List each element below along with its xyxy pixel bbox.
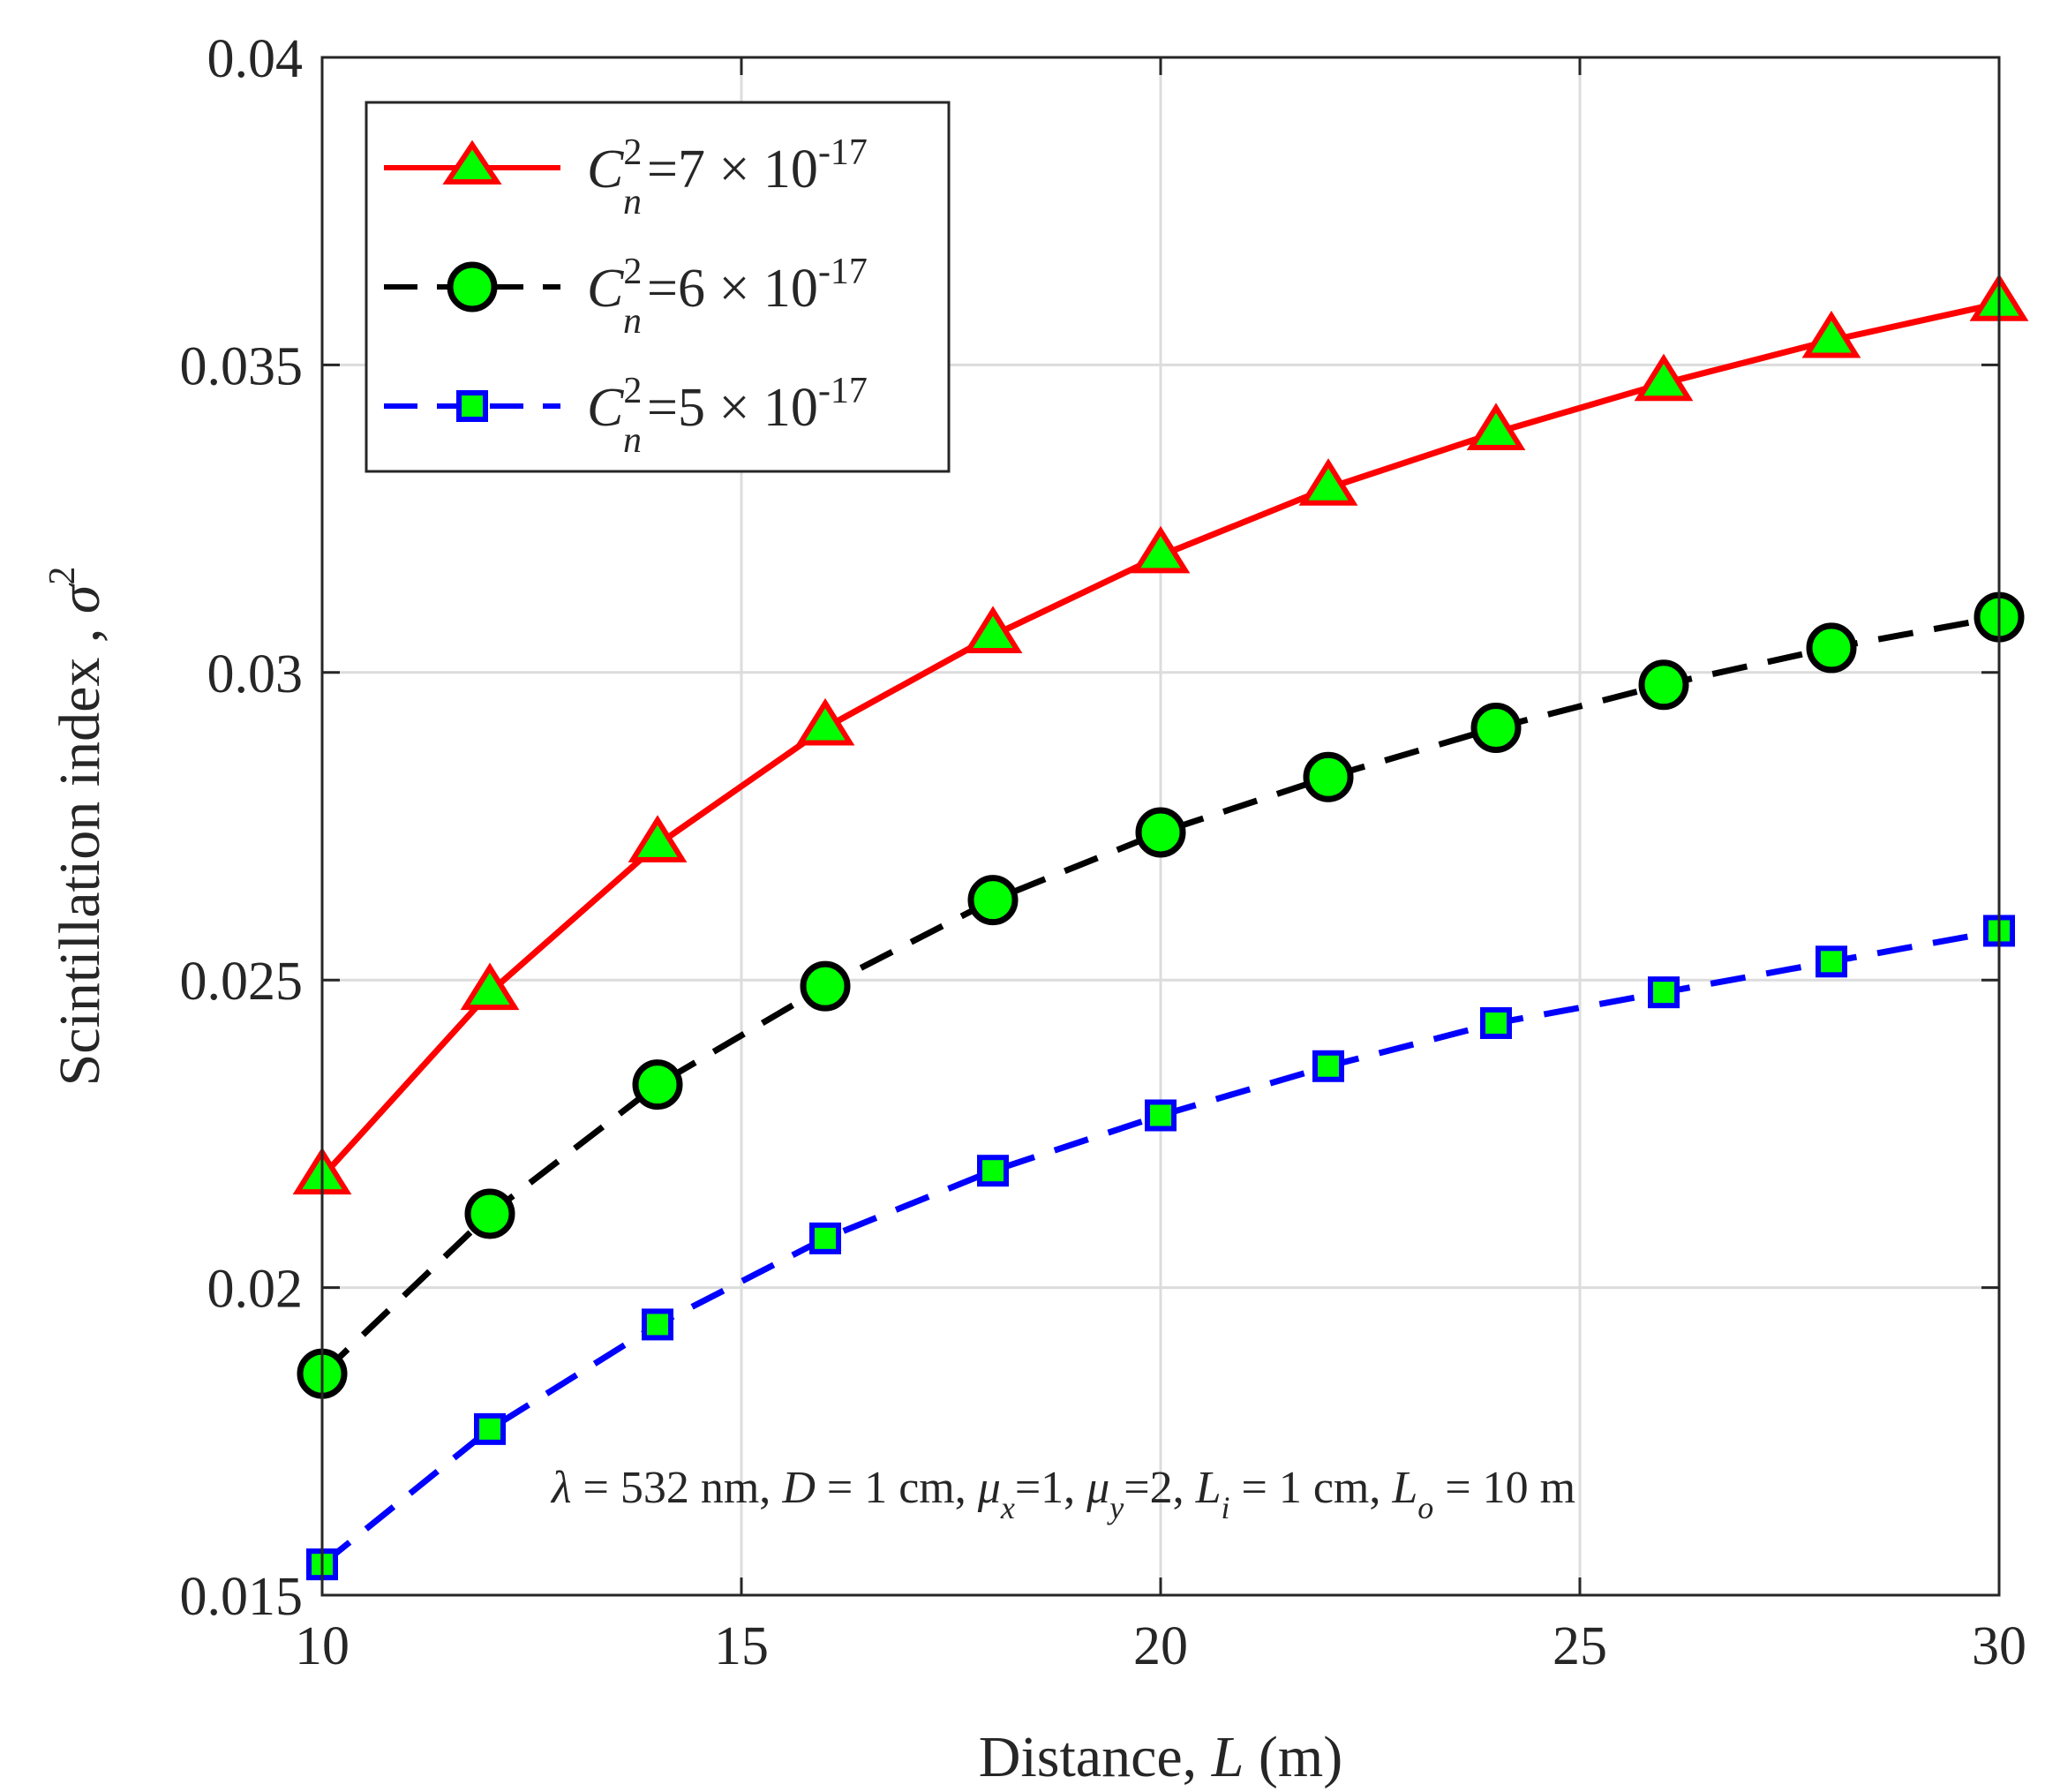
legend-label-1-exp: -17	[818, 132, 868, 173]
y-tick-label: 0.03	[207, 644, 304, 704]
data-point-triangle	[1466, 403, 1526, 451]
legend-label-3: C2 n=5 × 10-17	[587, 371, 868, 461]
annot-p5: = 1 cm,	[1230, 1463, 1393, 1513]
legend-entry-3: C2 n=5 × 10-17	[384, 371, 868, 461]
data-point-square	[474, 1412, 506, 1445]
data-point-triangle	[1634, 353, 1694, 402]
data-point-square	[642, 1308, 673, 1341]
legend-label-1-sub: n	[623, 182, 642, 222]
legend-label-3-exp: -17	[818, 371, 868, 411]
annot-d: D	[781, 1463, 816, 1513]
data-point-square	[1648, 976, 1680, 1009]
data-point-triangle	[1801, 310, 1861, 358]
data-point-circle	[464, 1188, 515, 1239]
y-axis-title-symbol: σ	[48, 583, 112, 614]
legend-label-1-c: C	[587, 139, 624, 200]
legend-label-1-sup: 2	[623, 132, 642, 173]
axis-ticks: 10 15 20 25 30 0.015 0.02 0.025 0.03 0.035 0.04	[180, 29, 2027, 1676]
y-tick-label: 0.02	[207, 1260, 304, 1320]
data-point-square	[1312, 1050, 1344, 1082]
legend-label-3-c: C	[587, 378, 624, 438]
data-point-circle	[1806, 622, 1857, 674]
x-axis-title: Distance, L (m)	[979, 1725, 1342, 1789]
legend-label-2-mid: =6 × 10	[647, 259, 818, 319]
data-point-triangle	[628, 815, 688, 862]
legend-label-1-mid: =7 × 10	[647, 139, 818, 200]
x-axis-title-var: L	[1211, 1725, 1244, 1789]
y-tick-label: 0.015	[180, 1567, 304, 1627]
y-axis-title: Scintillation index , σ2	[42, 567, 112, 1087]
legend-label-2-sub: n	[623, 301, 642, 342]
y-tick-label: 0.025	[180, 952, 304, 1012]
y-tick-label: 0.04	[207, 29, 304, 89]
data-point-circle	[1470, 703, 1522, 754]
data-point-circle	[800, 960, 851, 1012]
x-tick-label: 10	[295, 1616, 350, 1676]
legend-marker-circle	[447, 261, 498, 312]
annot-mu-y: μ	[1086, 1463, 1109, 1513]
x-tick-label: 30	[1972, 1616, 2026, 1676]
series-1	[292, 274, 2029, 1195]
series-line-3	[320, 928, 2000, 1567]
annot-sub-y: y	[1107, 1490, 1124, 1525]
legend-entry-1: C2 n=7 × 10-17	[384, 132, 868, 222]
annot-p3: =1,	[1015, 1463, 1086, 1513]
data-point-square	[977, 1155, 1009, 1187]
annot-l-i: L	[1195, 1463, 1222, 1513]
data-point-triangle	[1298, 458, 1358, 506]
parameters-annotation: λ = 532 nm, D = 1 cm, μx=1, μy=2, Li = 1…	[550, 1463, 1575, 1525]
legend-label-2-c: C	[587, 259, 624, 319]
data-point-triangle	[963, 606, 1023, 653]
legend-label-2: C2 n=6 × 10-17	[587, 252, 868, 342]
data-point-circle	[632, 1059, 683, 1111]
y-axis-title-sup: 2	[42, 567, 83, 585]
data-point-square	[809, 1222, 841, 1254]
annot-sub-i: i	[1222, 1490, 1230, 1525]
x-tick-label: 25	[1553, 1616, 1607, 1676]
data-point-square	[1480, 1006, 1512, 1039]
annot-mu-x: μ	[977, 1463, 1001, 1513]
data-point-square	[1816, 945, 1847, 978]
x-tick-label: 15	[714, 1616, 769, 1676]
data-point-triangle	[460, 962, 520, 1011]
legend: C2 n=7 × 10-17 C2 n=6 × 10-17 C2 n=5 × 10-1…	[365, 101, 951, 473]
x-axis-title-text: Distance,	[979, 1725, 1212, 1789]
data-point-triangle	[1131, 525, 1191, 574]
series-line-2	[320, 614, 2000, 1376]
legend-label-1: C2 n=7 × 10-17	[587, 132, 868, 222]
annot-sub-o: o	[1417, 1490, 1433, 1525]
y-axis-title-text: Scintillation index ,	[48, 614, 112, 1086]
data-point-circle	[1135, 807, 1186, 858]
legend-label-2-exp: -17	[818, 252, 868, 292]
annot-lambda: λ	[550, 1463, 572, 1513]
data-point-circle	[1638, 659, 1689, 711]
annot-p4: =2,	[1124, 1463, 1195, 1513]
annot-p2: = 1 cm,	[816, 1463, 978, 1513]
legend-label-3-mid: =5 × 10	[647, 378, 818, 438]
legend-label-3-sup: 2	[623, 371, 642, 411]
annot-l-o: L	[1391, 1463, 1417, 1513]
x-tick-label: 20	[1133, 1616, 1188, 1676]
annot-p6: = 10 m	[1433, 1463, 1575, 1513]
legend-label-3-sub: n	[623, 420, 642, 461]
legend-label-2-sup: 2	[623, 252, 642, 292]
data-point-circle	[967, 875, 1019, 926]
legend-marker-square	[456, 390, 488, 422]
legend-entry-2: C2 n=6 × 10-17	[384, 252, 868, 342]
legend-marker-triangle	[442, 139, 502, 184]
data-point-circle	[1303, 751, 1354, 802]
x-axis-title-unit: (m)	[1244, 1725, 1342, 1789]
annot-p1: = 532 nm,	[572, 1463, 783, 1513]
annot-sub-x: x	[1000, 1490, 1015, 1525]
y-tick-label: 0.035	[180, 336, 304, 396]
data-point-triangle	[795, 697, 855, 746]
data-point-square	[1145, 1099, 1177, 1132]
